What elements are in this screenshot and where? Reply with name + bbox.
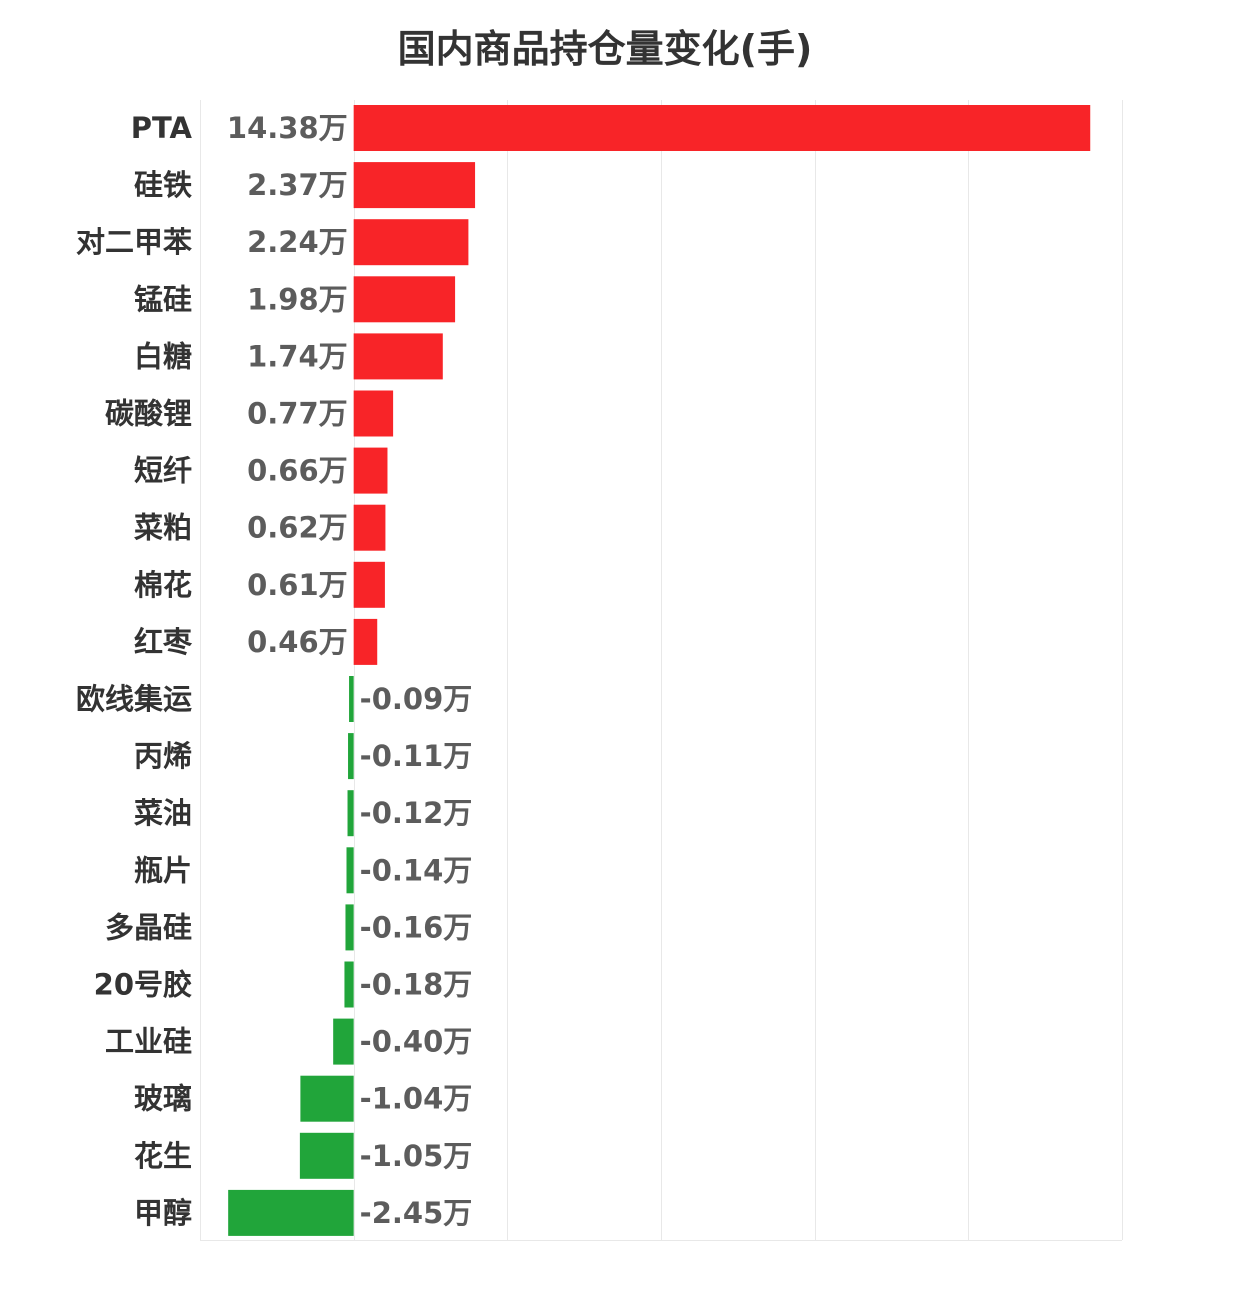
grid-lines — [200, 100, 1123, 1241]
bar — [346, 847, 354, 894]
bar — [353, 447, 388, 494]
bar — [353, 561, 385, 608]
category-label: 甲醇 — [134, 1196, 192, 1230]
value-label: -0.12万 — [360, 796, 473, 830]
category-label: 短纤 — [134, 454, 192, 488]
bar — [349, 676, 354, 722]
bar — [348, 733, 354, 780]
category-label: 红枣 — [134, 625, 193, 659]
value-label: 14.38万 — [227, 111, 348, 145]
category-label: 碳酸锂 — [105, 397, 192, 431]
value-label: -0.11万 — [360, 739, 473, 773]
bar — [228, 1189, 354, 1236]
value-label: -0.09万 — [360, 682, 473, 716]
value-label: -0.14万 — [360, 853, 473, 887]
value-label: -0.40万 — [360, 1025, 473, 1059]
category-label: 菜油 — [134, 796, 192, 830]
bar — [300, 1075, 354, 1122]
bar — [344, 961, 354, 1008]
bar — [353, 105, 1091, 151]
bar — [299, 1132, 354, 1179]
category-label: 玻璃 — [134, 1082, 192, 1116]
bar — [353, 390, 394, 437]
value-label: -0.16万 — [360, 910, 473, 944]
bar — [353, 618, 378, 665]
category-label: PTA — [131, 111, 193, 145]
value-label: 0.77万 — [247, 397, 348, 431]
bar — [353, 162, 476, 209]
value-label: -2.45万 — [360, 1196, 473, 1230]
bar — [345, 904, 354, 951]
bars — [228, 105, 1091, 1236]
category-label: 20号胶 — [94, 968, 192, 1002]
category-label: 菜粕 — [134, 511, 192, 545]
category-label: 多晶硅 — [105, 910, 192, 944]
chart-title: 国内商品持仓量变化(手) — [397, 27, 813, 71]
bar — [353, 333, 443, 380]
value-label: -1.05万 — [360, 1139, 473, 1173]
value-label: -1.04万 — [360, 1082, 473, 1116]
category-label: 丙烯 — [134, 739, 192, 773]
category-label: 工业硅 — [105, 1025, 192, 1059]
bar — [333, 1018, 354, 1065]
bar — [353, 276, 456, 323]
category-label: 对二甲苯 — [76, 225, 192, 259]
category-label: 欧线集运 — [76, 682, 192, 716]
bar — [353, 219, 469, 266]
value-label: 2.24万 — [247, 225, 348, 259]
category-label: 白糖 — [134, 339, 192, 373]
value-label: 1.74万 — [247, 339, 348, 373]
bar — [347, 790, 354, 837]
category-label: 瓶片 — [134, 853, 192, 887]
value-label: -0.18万 — [360, 968, 473, 1002]
value-label: 0.46万 — [247, 625, 348, 659]
value-label: 2.37万 — [247, 168, 348, 202]
value-label: 0.61万 — [247, 568, 348, 602]
category-label: 花生 — [134, 1139, 192, 1173]
category-label: 硅铁 — [134, 168, 192, 202]
value-label: 0.62万 — [247, 511, 348, 545]
category-label: 棉花 — [134, 568, 192, 602]
category-label: 锰硅 — [134, 282, 192, 316]
bar — [353, 504, 386, 551]
value-label: 0.66万 — [247, 454, 348, 488]
value-label: 1.98万 — [247, 282, 348, 316]
